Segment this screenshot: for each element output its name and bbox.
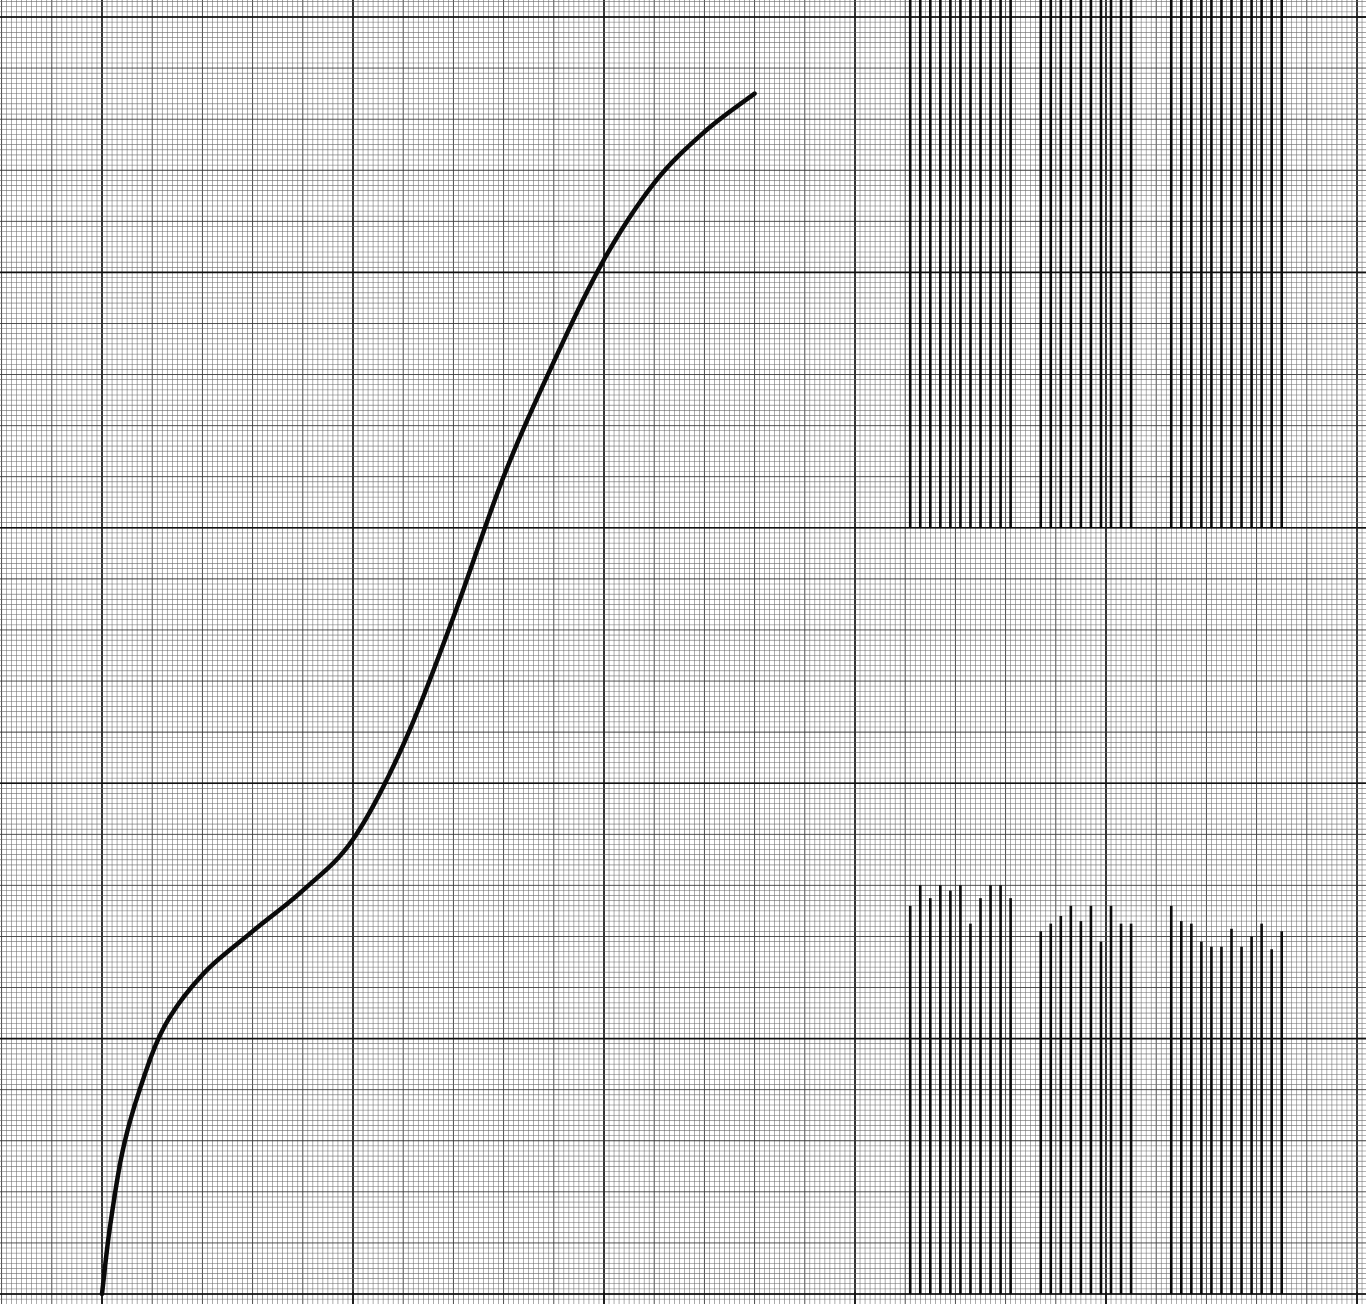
axis-ticks [101, 16, 1366, 1304]
line-series-curve [99, 91, 757, 1297]
spike-series [908, 0, 1283, 1294]
